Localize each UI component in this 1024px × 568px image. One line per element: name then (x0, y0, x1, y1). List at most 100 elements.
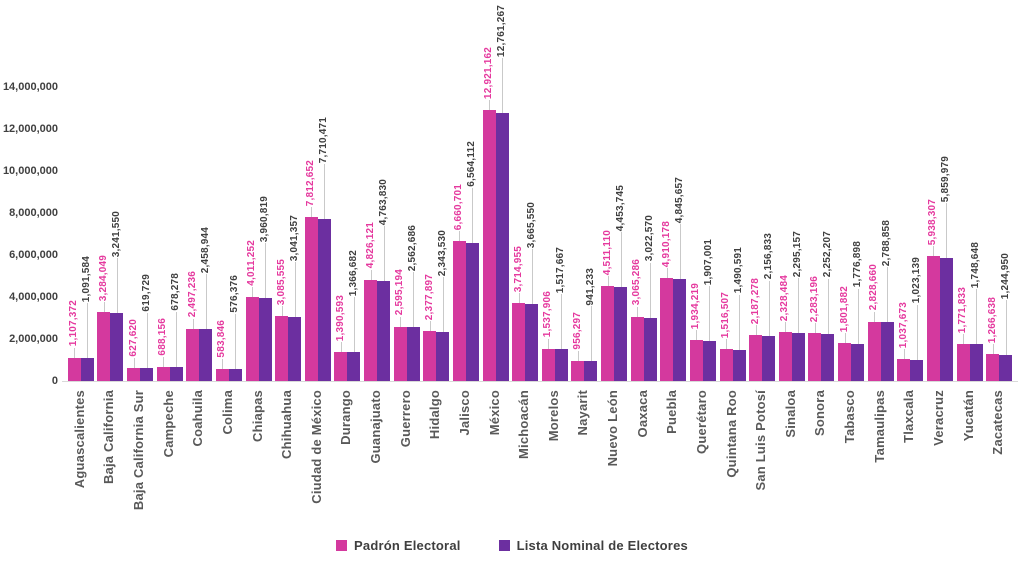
bar-lista-nominal (525, 304, 539, 381)
x-axis-label: Michoacán (516, 390, 532, 459)
bar-lista-nominal (643, 317, 657, 381)
value-label: 1,516,507 (720, 291, 732, 339)
y-axis-tick-label: 12,000,000 (2, 123, 58, 135)
x-axis-label: Yucatán (960, 390, 976, 442)
value-label: 1,037,673 (897, 301, 909, 349)
bar-lista-nominal (851, 343, 865, 381)
value-label: 1,366,682 (347, 250, 359, 297)
bar-padron-electoral (808, 333, 822, 381)
bar-lista-nominal (614, 287, 628, 381)
x-axis-label: Ciudad de México (308, 390, 324, 504)
leader-line (739, 294, 740, 350)
y-axis-tick-label: 6,000,000 (9, 249, 58, 261)
leader-line (74, 347, 75, 358)
leader-line (430, 321, 431, 332)
bar-lista-nominal (969, 344, 983, 381)
leader-line (413, 272, 414, 328)
value-label: 1,748,648 (970, 241, 982, 289)
leader-line (578, 350, 579, 361)
leader-line (696, 330, 697, 341)
bar-padron-electoral (186, 328, 200, 381)
y-axis-tick-label: 2,000,000 (9, 333, 58, 345)
x-axis-label: México (486, 390, 502, 436)
bar-lista-nominal (999, 354, 1013, 381)
value-label: 4,511,110 (601, 230, 613, 276)
bar-padron-electoral (689, 340, 703, 381)
value-label: 1,934,219 (690, 283, 702, 330)
bar-lista-nominal (436, 331, 450, 381)
leader-line (354, 297, 355, 353)
x-axis-label: Zacatecas (990, 390, 1006, 455)
x-axis-label: Tabasco (842, 390, 858, 444)
leader-line (104, 302, 105, 313)
value-label: 7,812,652 (305, 159, 317, 206)
leader-line (680, 224, 681, 280)
value-label: 12,921,162 (483, 46, 495, 99)
value-label: 3,284,049 (97, 254, 109, 302)
value-label: 688,156 (157, 318, 169, 356)
y-axis-tick-label: 10,000,000 (2, 165, 58, 177)
leader-line (519, 292, 520, 303)
value-label: 1,023,139 (910, 257, 922, 304)
bar-lista-nominal (199, 329, 213, 381)
bar-lista-nominal (910, 359, 924, 381)
x-axis-label: Sinaloa (782, 390, 798, 438)
value-label: 3,665,550 (525, 201, 537, 249)
bar-padron-electoral (275, 316, 289, 381)
leader-line (993, 344, 994, 355)
leader-line (561, 294, 562, 350)
leader-line (798, 277, 799, 333)
legend-swatch-lista-nominal (498, 540, 510, 551)
value-label: 4,453,745 (614, 185, 626, 232)
value-label: 3,065,286 (631, 259, 643, 306)
bar-padron-electoral (749, 335, 763, 381)
leader-line (459, 231, 460, 242)
value-label: 6,564,112 (466, 141, 478, 188)
leader-line (193, 318, 194, 329)
bar-lista-nominal (762, 335, 776, 381)
value-label: 7,710,471 (318, 116, 330, 164)
bar-padron-electoral (630, 316, 644, 381)
leader-line (917, 304, 918, 360)
x-axis-label: Tamaulipas (871, 390, 887, 463)
leader-line (489, 99, 490, 110)
leader-line (252, 286, 253, 297)
leader-line (443, 276, 444, 332)
bar-lista-nominal (110, 312, 124, 381)
bar-lista-nominal (732, 349, 746, 381)
value-label: 1,266,638 (986, 297, 998, 344)
leader-line (472, 188, 473, 244)
bar-padron-electoral (838, 343, 852, 381)
leader-line (163, 356, 164, 367)
leader-line (933, 246, 934, 257)
bar-lista-nominal (673, 279, 687, 381)
chart-legend: Padrón Electoral Lista Nominal de Electo… (0, 538, 1024, 553)
value-label: 2,458,944 (199, 227, 211, 274)
leader-line (147, 312, 148, 368)
leader-line (858, 288, 859, 344)
bar-lista-nominal (169, 366, 183, 381)
value-label: 4,845,657 (673, 176, 685, 224)
value-label: 956,297 (571, 312, 583, 350)
legend-item-padron-electoral: Padrón Electoral (336, 538, 461, 553)
leader-line (532, 249, 533, 305)
value-label: 2,252,207 (821, 231, 833, 278)
value-label: 1,517,667 (555, 246, 567, 294)
leader-line (904, 349, 905, 360)
y-axis-tick-label: 4,000,000 (9, 291, 58, 303)
bar-lista-nominal (584, 361, 598, 381)
bar-lista-nominal (317, 219, 331, 381)
leader-line (963, 333, 964, 344)
value-label: 678,278 (170, 273, 182, 311)
leader-line (887, 267, 888, 323)
value-label: 619,729 (140, 274, 152, 312)
y-axis-tick-label: 14,000,000 (2, 81, 58, 93)
value-label: 1,107,372 (68, 300, 80, 347)
x-axis-line (62, 381, 1018, 382)
bar-lista-nominal (554, 349, 568, 381)
x-axis-label: Querétaro (693, 390, 709, 454)
x-axis-label: Jalisco (456, 390, 472, 436)
bar-lista-nominal (80, 358, 94, 381)
x-axis-label: Guerrero (397, 390, 413, 448)
